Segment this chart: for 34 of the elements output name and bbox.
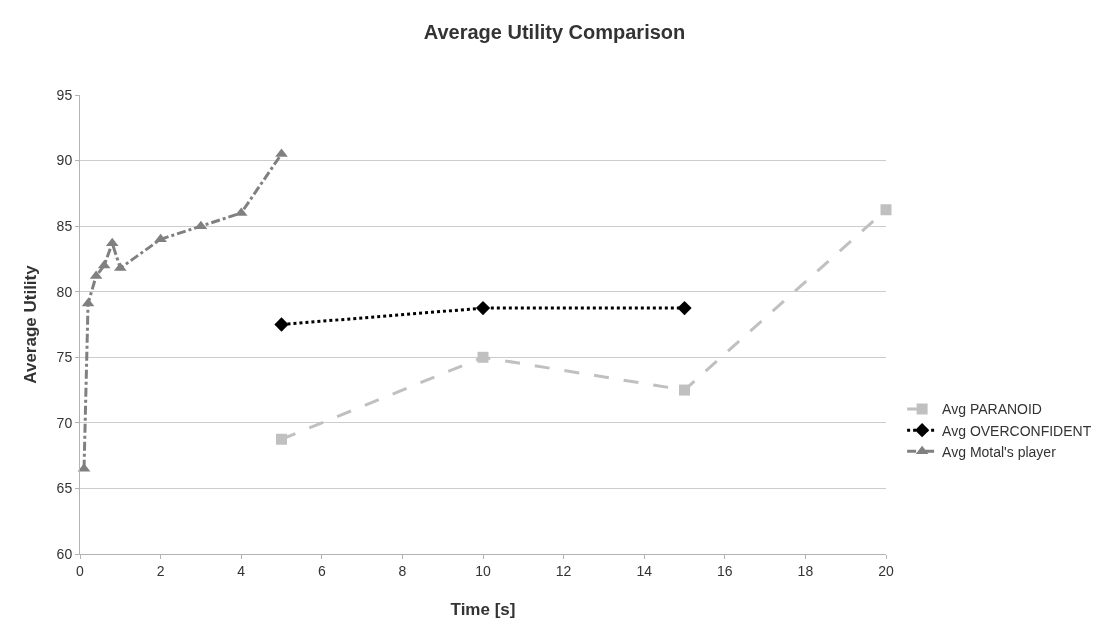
x-axis-title: Time [s] xyxy=(450,600,516,619)
point xyxy=(97,259,111,269)
y-tick-label: 85 xyxy=(56,218,73,235)
x-tick-label: 8 xyxy=(398,562,407,579)
point xyxy=(880,204,892,216)
y-tick-label: 65 xyxy=(56,480,73,497)
y-tick-label: 80 xyxy=(56,283,73,300)
chart-title: Average Utility Comparison xyxy=(423,20,686,43)
y-tick-label: 60 xyxy=(56,545,73,562)
x-tick-label: 14 xyxy=(636,562,653,579)
x-tick-label: 0 xyxy=(76,562,85,579)
legend-label: Avg OVERCONFIDENT xyxy=(942,422,1092,439)
point xyxy=(679,384,690,396)
x-tick-label: 2 xyxy=(156,562,165,579)
y-tick-label: 75 xyxy=(56,349,73,366)
x-tick-label: 12 xyxy=(555,562,572,579)
y-tick-label: 90 xyxy=(56,152,73,169)
x-tick-label: 10 xyxy=(475,562,491,579)
x-tick-label: 16 xyxy=(717,562,733,579)
y-tick-label: 70 xyxy=(56,414,73,431)
legend-label: Avg PARANOID xyxy=(942,401,1042,418)
x-tick-label: 20 xyxy=(878,562,894,579)
point xyxy=(274,317,289,332)
legend-label: Avg Motal's player xyxy=(942,443,1057,460)
point xyxy=(477,351,489,363)
y-tick-label: 95 xyxy=(56,86,73,103)
x-tick-label: 6 xyxy=(317,562,326,579)
point xyxy=(276,433,287,445)
point xyxy=(677,300,692,316)
point xyxy=(475,300,491,316)
point xyxy=(154,233,167,243)
x-tick-label: 4 xyxy=(237,562,246,579)
y-axis-title: Average Utility xyxy=(21,264,40,384)
x-tick-label: 18 xyxy=(797,562,814,579)
